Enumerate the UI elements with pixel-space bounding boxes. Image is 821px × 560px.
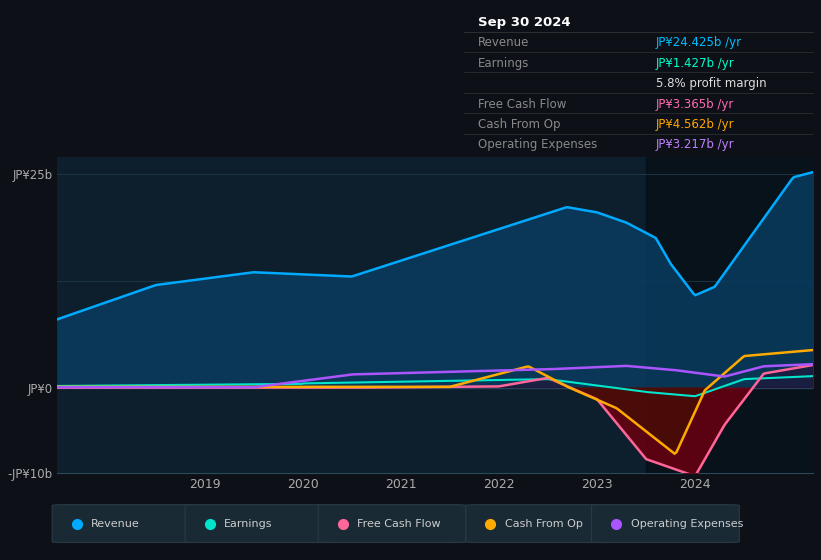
Text: Free Cash Flow: Free Cash Flow [357,519,441,529]
Text: JP¥3.365b /yr: JP¥3.365b /yr [656,97,734,110]
FancyBboxPatch shape [53,505,200,543]
Text: JP¥4.562b /yr: JP¥4.562b /yr [656,118,735,131]
Text: Earnings: Earnings [224,519,273,529]
Text: 5.8% profit margin: 5.8% profit margin [656,77,766,90]
Text: Revenue: Revenue [478,36,530,49]
Text: JP¥3.217b /yr: JP¥3.217b /yr [656,138,735,151]
Text: Cash From Op: Cash From Op [505,519,583,529]
FancyBboxPatch shape [319,505,466,543]
FancyBboxPatch shape [591,505,739,543]
Text: Cash From Op: Cash From Op [478,118,560,131]
Bar [646,157,813,473]
Text: Operating Expenses: Operating Expenses [631,519,743,529]
Text: JP¥1.427b /yr: JP¥1.427b /yr [656,57,735,70]
Text: Operating Expenses: Operating Expenses [478,138,597,151]
FancyBboxPatch shape [466,505,613,543]
Text: Earnings: Earnings [478,57,530,70]
Text: Revenue: Revenue [91,519,140,529]
FancyBboxPatch shape [186,505,333,543]
Text: Sep 30 2024: Sep 30 2024 [478,16,571,29]
Text: JP¥24.425b /yr: JP¥24.425b /yr [656,36,742,49]
Text: Free Cash Flow: Free Cash Flow [478,97,566,110]
